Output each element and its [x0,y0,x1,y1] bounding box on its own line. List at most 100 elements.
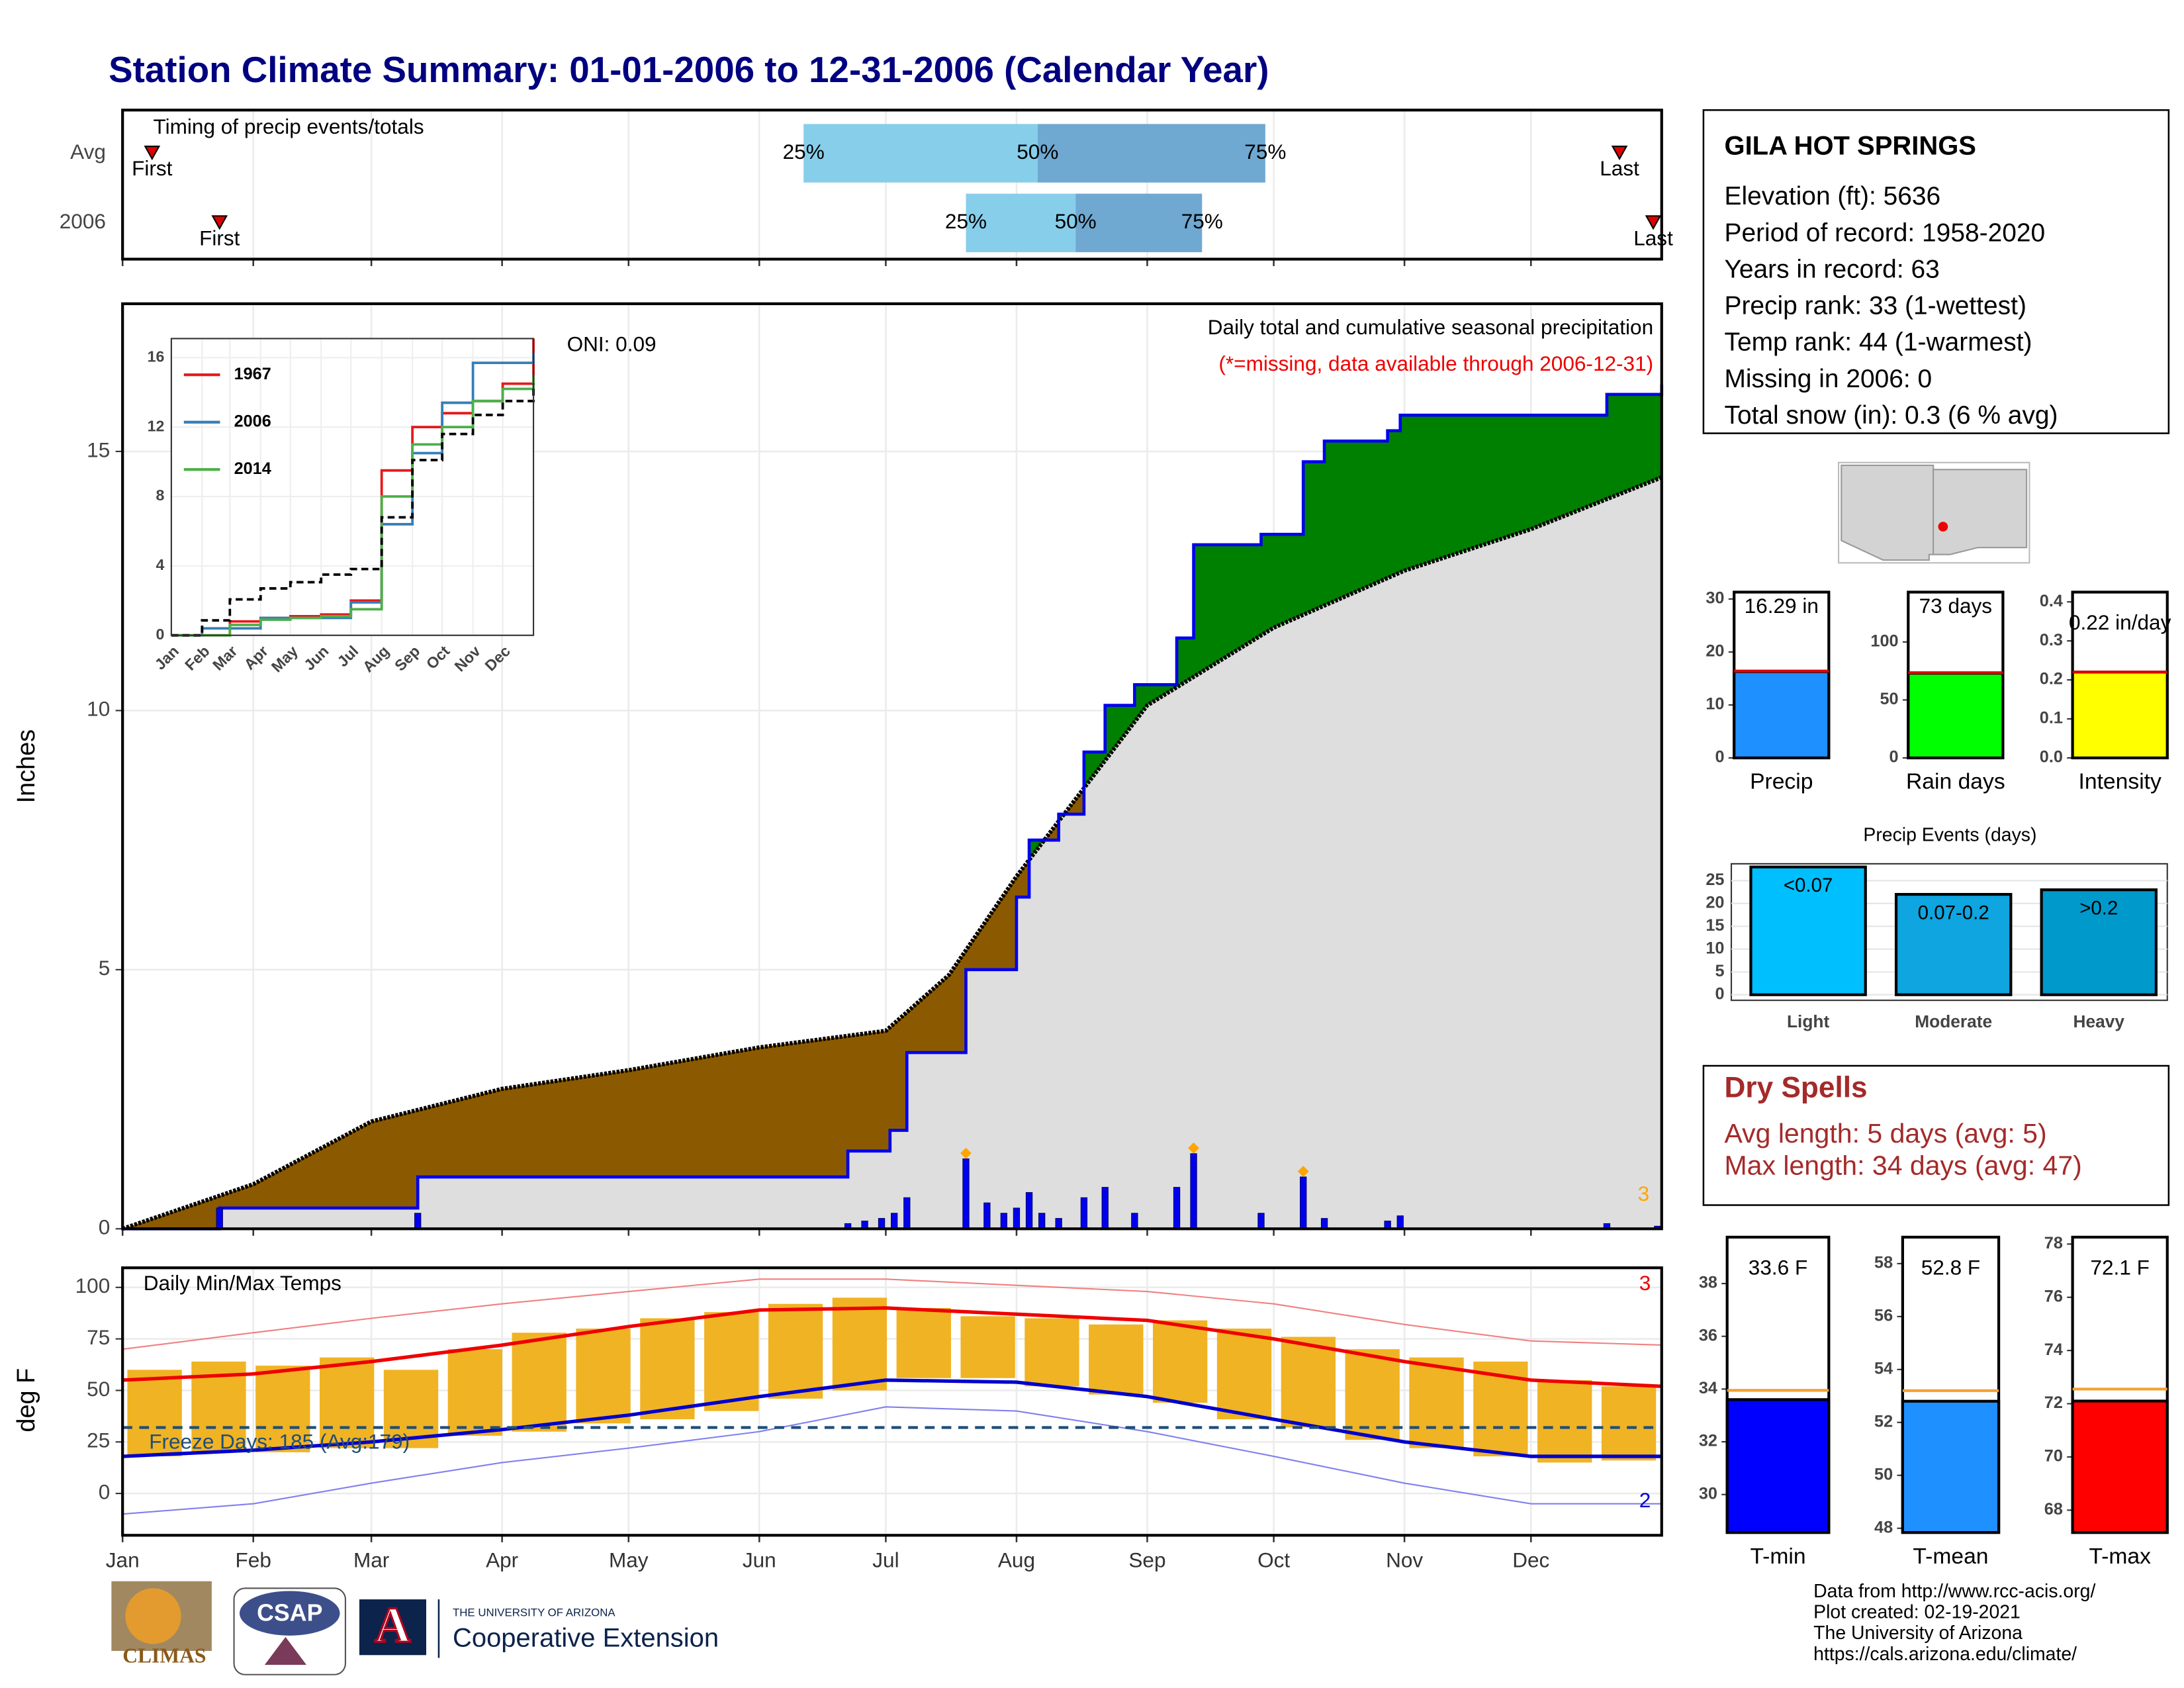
station-info: Total snow (in): 0.3 (6 % avg) [1724,401,2058,430]
bar [1749,865,1867,996]
x-tick-label: May [268,642,301,675]
y-tick-label: 0.3 [2040,631,2063,649]
x-tick-label: Dec [1512,1548,1549,1572]
y-tick-label: 20 [1706,642,1724,661]
y-tick-label: 68 [2044,1500,2063,1519]
temp-bar [127,1370,182,1457]
percent-label: 25% [783,140,825,164]
legend-label: 2014 [234,459,271,478]
min-count: 2 [1639,1488,1651,1512]
daily-bar [1080,1197,1088,1229]
y-tick-label: 50 [1880,690,1898,708]
x-tick-label: Feb [181,642,212,673]
y-tick-label: 0 [1715,984,1724,1003]
y-tick-label: 2006 [60,209,106,233]
x-tick-label: Sep [1128,1548,1165,1572]
temp-bar [1281,1336,1336,1428]
temp-bar [447,1349,503,1436]
range-bar [966,193,1076,252]
y-tick-label: 56 [1874,1307,1893,1325]
page-title: Station Climate Summary: 01-01-2006 to 1… [109,49,1269,90]
y-tick-label: 74 [2044,1340,2063,1359]
percent-label: 75% [1181,209,1223,233]
daily-bar [1257,1213,1265,1229]
x-axis-label: T-min [1750,1544,1805,1569]
legend-label: 2006 [234,412,271,430]
panel-frame [121,109,1663,261]
daily-bar [983,1202,991,1229]
dry-spell-info: Avg length: 5 days (avg: 5) [1724,1118,2046,1149]
x-tick-label: Jul [872,1548,899,1572]
y-tick-label: 0 [1715,748,1724,767]
value-label: 0.07-0.2 [1918,902,1989,923]
oni-label: ONI: 0.09 [567,332,657,355]
daily-bar [1320,1218,1328,1229]
daily-bar [1025,1192,1033,1229]
daily-bar [216,1207,223,1229]
y-tick-label: 25 [87,1429,110,1452]
temp-bar [1153,1320,1208,1403]
y-tick-label: 50 [87,1377,110,1401]
dry-spells-title: Dry Spells [1724,1072,1867,1104]
logo-text: THE UNIVERSITY OF ARIZONA [453,1607,615,1619]
value-label: <0.07 [1784,874,1833,896]
temp-bar [255,1366,310,1452]
x-tick-label: Jun [743,1548,776,1572]
panel-subtitle: (*=missing, data available through 2006-… [1218,352,1653,375]
daily-bar [903,1197,911,1229]
y-tick-label: 32 [1699,1432,1717,1450]
x-tick-label: Jan [152,642,183,673]
daily-bar [1190,1153,1197,1229]
value-label: 33.6 F [1749,1256,1807,1280]
daily-bar [1396,1215,1404,1229]
bar [2040,888,2158,996]
temp-bar [704,1312,759,1411]
y-tick-label: 36 [1699,1326,1717,1344]
x-tick-label: Oct [1257,1548,1290,1572]
max-count: 3 [1639,1271,1651,1295]
temp-bar [1345,1349,1400,1440]
y-tick-label: 30 [1706,589,1724,608]
temp-bar [640,1318,695,1420]
station-box [1702,109,2170,434]
temp-bar [832,1297,887,1391]
logo-text: CLIMAS [122,1644,206,1667]
missing-count: 3 [1638,1182,1650,1205]
y-tick-label: 15 [87,438,110,461]
temp-line [122,1278,1662,1350]
inset-bg [171,338,534,635]
x-tick-label: Apr [486,1548,518,1572]
x-tick-label: Dec [481,642,513,674]
station-info: Precip rank: 33 (1-wettest) [1724,292,2026,320]
x-tick-label: Moderate [1915,1011,1992,1031]
x-tick-label: May [609,1548,649,1572]
y-tick-label: Avg [70,140,106,164]
event-marker [144,145,161,161]
event-marker [1645,215,1662,230]
x-tick-label: Nov [451,642,484,675]
y-tick-label: 72 [2044,1393,2063,1412]
footer-text: Plot created: 02-19-2021 [1813,1602,2021,1623]
x-axis-label: Precip [1750,770,1813,794]
x-tick-label: Jul [334,642,361,670]
y-tick-label: 34 [1699,1379,1717,1397]
x-axis-label: Intensity [2079,770,2162,794]
temp-bar [1024,1318,1079,1387]
x-tick-label: Nov [1386,1548,1423,1572]
x-tick-label: Sep [391,642,423,674]
value-label: 73 days [1919,594,1993,618]
range-bar [1075,193,1203,252]
temp-bar [896,1307,951,1378]
temp-line [122,1378,1662,1458]
temp-bar [1409,1357,1464,1448]
y-tick-label: 0.2 [2040,670,2063,688]
station-info: Period of record: 1958-2020 [1724,218,2045,247]
temp-bar [960,1316,1015,1378]
observed-line [122,384,1664,1231]
value-label: 72.1 F [2090,1256,2149,1280]
y-tick-label: 5 [1715,962,1724,980]
y-tick-label: 4 [156,556,164,573]
daily-bar [1038,1213,1046,1229]
panel-frame [121,302,1663,1231]
y-tick-label: 0.0 [2040,748,2063,767]
